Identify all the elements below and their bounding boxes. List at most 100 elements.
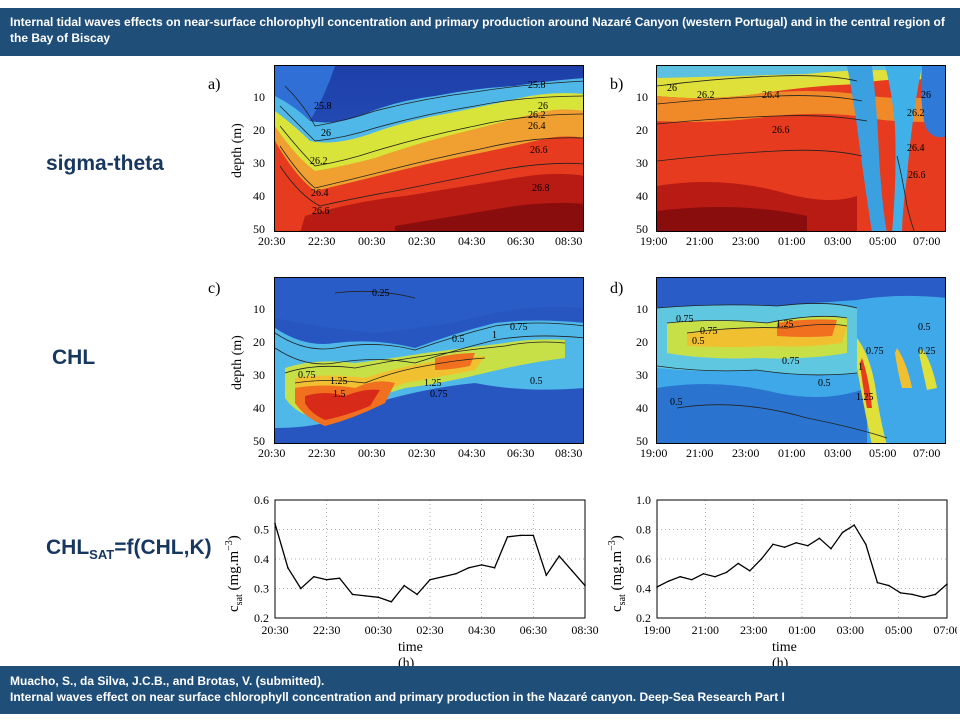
row-label-chlsat-rest: =f(CHL,K) bbox=[114, 536, 212, 559]
panel-f-data-point bbox=[749, 570, 751, 572]
panel-e-data-point bbox=[287, 567, 289, 569]
panel-b-ytick: 30 bbox=[636, 156, 648, 170]
panel-f-frame bbox=[656, 499, 948, 619]
panel-a-contour-label: 26.4 bbox=[311, 188, 329, 199]
panel-d-contour-label: 0.5 bbox=[818, 378, 831, 389]
panel-d-contour-label: 0.75 bbox=[676, 314, 694, 325]
panel-d-xtick: 23:00 bbox=[732, 446, 760, 460]
panel-f-data-point bbox=[725, 571, 728, 574]
panel-e-data-point bbox=[467, 567, 470, 569]
panel-e-data-point bbox=[558, 555, 560, 557]
panel-b-ytick: 40 bbox=[636, 189, 648, 203]
panel-e-data-point bbox=[377, 596, 380, 599]
panel-b-xtick: 21:00 bbox=[686, 234, 714, 248]
panel-f-data-point bbox=[923, 596, 925, 599]
panel-e-data-point bbox=[442, 575, 444, 578]
panel-e-data-point bbox=[545, 574, 548, 577]
panel-a-ytick: 50 bbox=[253, 222, 265, 236]
panel-e-data-point bbox=[416, 593, 418, 596]
panel-a-heatmap bbox=[274, 65, 584, 232]
panel-b-contour-label: 26 bbox=[667, 83, 677, 94]
row-label-chlsat-sub: SAT bbox=[89, 547, 115, 563]
panel-e-data-point bbox=[506, 536, 509, 538]
panel-f-data-point bbox=[911, 593, 913, 596]
panel-a-contour-label: 26.4 bbox=[528, 121, 546, 132]
panel-a-xtick: 08:30 bbox=[555, 234, 583, 248]
header-title: Internal tidal waves effects on near-sur… bbox=[10, 15, 945, 45]
panel-e-xtick-label: 06:30 bbox=[520, 623, 547, 637]
panel-d-xtick: 19:00 bbox=[640, 446, 668, 460]
panel-d-contour-label: 0.75 bbox=[700, 326, 718, 337]
panel-a-contour-label: 25.8 bbox=[528, 80, 546, 91]
panel-a-contour-label: 26.8 bbox=[532, 183, 550, 194]
panel-f-data-point bbox=[760, 558, 763, 560]
header-banner: Internal tidal waves effects on near-sur… bbox=[0, 8, 960, 56]
panel-e-data-point bbox=[390, 600, 393, 603]
panel-a-ylabel: depth (m) bbox=[230, 123, 245, 178]
panel-f-xtick-label: 19:00 bbox=[643, 623, 670, 637]
panel-b-xtick: 19:00 bbox=[640, 234, 668, 248]
panel-c-contour-label: 1.5 bbox=[333, 389, 346, 400]
panel-e-data-point bbox=[351, 593, 354, 596]
panel-e-data-point bbox=[300, 587, 302, 590]
panel-a-contour-label: 26 bbox=[538, 101, 548, 112]
panel-d-ytick: 10 bbox=[636, 302, 648, 316]
panel-d-xtick: 03:00 bbox=[824, 446, 852, 460]
panel-a-contour-label: 25.8 bbox=[314, 101, 332, 112]
panel-f-data-point bbox=[714, 575, 716, 578]
panel-f-data-point bbox=[702, 572, 705, 575]
panel-c-contour-label: 0.25 bbox=[372, 288, 390, 299]
panel-e-ytick-label: 0.2 bbox=[254, 611, 269, 625]
panel-c-contour-label: 0.75 bbox=[430, 389, 448, 400]
panel-f-xtick-label: 07:00 bbox=[933, 623, 957, 637]
panel-a-xtick: 02:30 bbox=[408, 234, 436, 248]
panel-f-ytick-label: 0.2 bbox=[636, 611, 651, 625]
panel-b-ytick: 10 bbox=[636, 90, 648, 104]
panel-e-data-point bbox=[480, 564, 483, 566]
panel-e-line-chart: 0.2 0.3 0.4 0.5 0.6 20:30 22:30 00:30 02:30 04:30… bbox=[254, 493, 599, 637]
panel-c-ytick: 50 bbox=[253, 434, 265, 448]
panel-e-ytick-label: 0.6 bbox=[254, 493, 269, 507]
panel-f-xtick-label: 05:00 bbox=[885, 623, 912, 637]
row-label-sigma-theta: sigma-theta bbox=[46, 152, 164, 175]
panel-f-data-point bbox=[853, 524, 855, 526]
panel-e-ylabel-exp: −3 bbox=[224, 540, 235, 551]
panel-c-letter: c) bbox=[208, 280, 221, 297]
panel-c-ylabel: depth (m) bbox=[230, 335, 245, 390]
panel-b-xtick: 03:00 bbox=[824, 234, 852, 248]
panel-a-ytick: 20 bbox=[253, 123, 265, 137]
panel-f-ytick-label: 0.4 bbox=[636, 582, 651, 596]
panel-e-data-point bbox=[571, 570, 573, 572]
panel-f-data-point bbox=[783, 546, 786, 548]
panel-e-data-point bbox=[429, 578, 431, 581]
panel-e-xtick-label: 00:30 bbox=[365, 623, 392, 637]
panel-e-xtick-label: 22:30 bbox=[313, 623, 340, 637]
panel-c-heatmap bbox=[274, 277, 584, 444]
panel-f-xtick-label: 01:00 bbox=[788, 623, 815, 637]
panel-a-letter: a) bbox=[208, 76, 221, 93]
panel-f-data-point bbox=[679, 575, 681, 578]
row-label-chlsat: CHLSAT=f(CHL,K) bbox=[46, 536, 212, 562]
panel-d-contour-label: 1.25 bbox=[856, 392, 874, 403]
panel-d-contour-label: 0.5 bbox=[670, 397, 683, 408]
panel-f-data-point bbox=[934, 593, 937, 596]
panel-f-ytick-label: 0.8 bbox=[636, 523, 651, 537]
panel-d-ytick: 40 bbox=[636, 401, 648, 415]
panel-e-xtick-label: 04:30 bbox=[468, 623, 495, 637]
panel-d-xtick: 07:00 bbox=[913, 446, 941, 460]
footer-citation: Muacho, S., da Silva, J.C.B., and Brotas… bbox=[10, 674, 325, 688]
panel-b-contour-label: 26 bbox=[921, 90, 931, 101]
panel-e-data-point bbox=[493, 567, 496, 569]
panel-a-contour-label: 26.2 bbox=[310, 156, 328, 167]
panel-f-data-point bbox=[876, 581, 879, 584]
panel-c-contour-label: 0.5 bbox=[452, 334, 465, 345]
panel-c-xtick: 22:30 bbox=[308, 446, 336, 460]
panel-a-xtick: 00:30 bbox=[358, 234, 386, 248]
panel-e-xtick-label: 20:30 bbox=[261, 623, 288, 637]
panel-f-series-line bbox=[656, 524, 948, 598]
panel-e-data-point bbox=[455, 572, 457, 575]
panel-b-contour-label: 26.6 bbox=[772, 125, 790, 136]
panel-a-xtick: 06:30 bbox=[507, 234, 535, 248]
panel-e-data-point bbox=[519, 534, 522, 537]
panel-f-data-point bbox=[888, 584, 890, 587]
